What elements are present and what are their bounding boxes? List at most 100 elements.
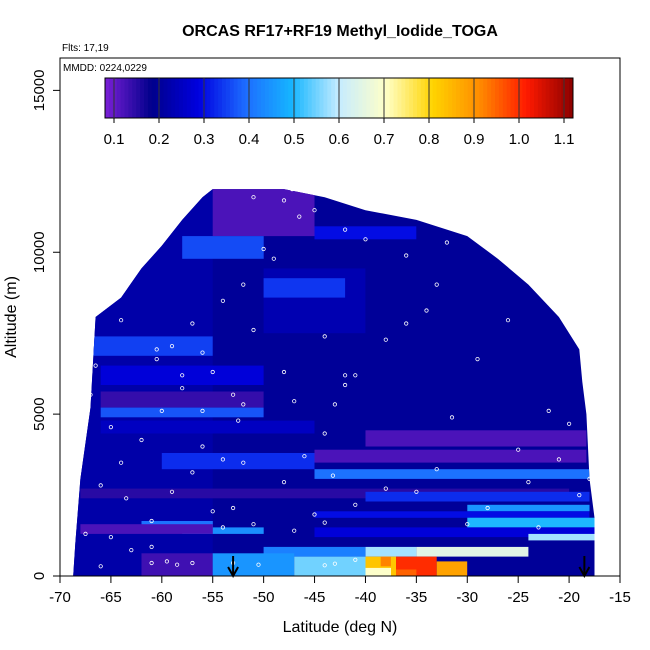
heat-cell (80, 524, 213, 534)
y-tick-label: 15000 (31, 70, 48, 112)
y-tick-label: 5000 (31, 397, 48, 430)
colorbar-segment (296, 78, 301, 118)
colorbar-segment (362, 78, 367, 118)
x-tick-label: -55 (202, 589, 224, 606)
heat-cell (182, 527, 264, 534)
colorbar-segment (241, 78, 246, 118)
colorbar-segment (448, 78, 453, 118)
sample-point (485, 505, 490, 511)
colorbar-segment (549, 78, 554, 118)
colorbar-segment (358, 78, 363, 118)
colorbar-segment (186, 78, 192, 118)
colorbar-segment (276, 78, 281, 118)
colorbar-segment (342, 78, 348, 118)
colorbar-segment (323, 78, 328, 118)
colorbar-segment (428, 78, 433, 118)
sample-point (93, 363, 98, 368)
colorbar-segment (498, 78, 504, 118)
colorbar-segment (456, 78, 461, 118)
colorbar-segment (132, 78, 137, 118)
colorbar-segment (413, 78, 418, 118)
sample-point (220, 298, 225, 303)
sample-point (536, 525, 541, 530)
colorbar-segment (300, 78, 305, 118)
sample-point (251, 327, 256, 333)
heat-cell (314, 449, 587, 463)
heat-cell (294, 556, 366, 576)
colorbar-segment (483, 78, 488, 118)
colorbar-segment (190, 78, 196, 118)
colorbar-segment (339, 78, 344, 118)
colorbar-segment (475, 78, 480, 118)
heat-cell (90, 336, 213, 356)
colorbar-segment (514, 78, 519, 118)
colorbar-tick-label: 1.0 (509, 131, 530, 148)
sample-point (353, 502, 358, 507)
sample-point (251, 195, 256, 200)
y-axis-label: Altitude (m) (3, 276, 20, 358)
colorbar-segment (307, 78, 313, 118)
colorbar-segment (183, 78, 188, 118)
sample-point (297, 214, 302, 219)
sample-point (180, 386, 185, 391)
colorbar-tick-label: 0.6 (329, 131, 350, 148)
sample-point (231, 392, 236, 397)
sample-point (129, 547, 134, 553)
plot-frame (59, 57, 621, 577)
colorbar-segment (479, 78, 484, 118)
colorbar-segment (350, 78, 355, 118)
colorbar-segment (124, 78, 129, 118)
x-tick-label: -25 (507, 589, 529, 606)
colorbar-segment (105, 78, 110, 118)
sample-point (526, 479, 531, 485)
heat-cell (396, 569, 417, 576)
sample-point (475, 356, 480, 362)
colorbar-segment (151, 78, 157, 118)
sample-point (124, 496, 129, 501)
colorbar-segment (179, 78, 184, 118)
colorbar-segment (487, 78, 492, 118)
sample-point (404, 253, 409, 258)
colorbar-segment (202, 78, 207, 118)
colorbar: 0.1 0.2 0.3 0.4 0.5 0.6 0.7 0.8 0.9 1.0 1.1 (104, 77, 574, 148)
heat-cell (528, 533, 595, 541)
heat-cell (100, 407, 264, 418)
sample-point (587, 476, 592, 481)
colorbar-segment (405, 78, 410, 118)
colorbar-segment (565, 78, 570, 118)
x-tick-label: -60 (151, 589, 173, 606)
colorbar-segment (561, 78, 566, 118)
sample-point (281, 369, 287, 375)
colorbar-segment (522, 78, 527, 118)
heat-cell (365, 546, 417, 557)
colorbar-segment (393, 78, 398, 118)
sample-point (342, 373, 348, 378)
x-tick-label: -35 (406, 589, 428, 606)
colorbar-segment (467, 78, 472, 118)
heat-cell (100, 420, 315, 434)
sample-point (180, 373, 185, 378)
colorbar-segment (116, 78, 121, 118)
colorbar-segment (257, 78, 262, 118)
colorbar-segment (311, 78, 316, 118)
heat-cell (314, 226, 417, 240)
sample-point (281, 198, 287, 203)
colorbar-segment (245, 78, 250, 118)
sample-point (383, 337, 388, 342)
sample-point (190, 470, 195, 475)
heat-cell (380, 556, 391, 567)
colorbar-tick-label: 0.7 (374, 131, 395, 148)
sample-point (342, 382, 348, 388)
sample-point (88, 392, 93, 397)
heat-cell (365, 430, 587, 447)
colorbar-tick-label: 0.2 (149, 131, 170, 148)
sample-point (505, 318, 511, 323)
colorbar-segment (175, 78, 180, 118)
sample-point (332, 402, 337, 407)
colorbar-segment (370, 78, 375, 118)
sample-point (154, 356, 159, 362)
sample-point (251, 522, 256, 527)
colorbar-segment (284, 78, 289, 118)
sample-point (566, 421, 572, 426)
